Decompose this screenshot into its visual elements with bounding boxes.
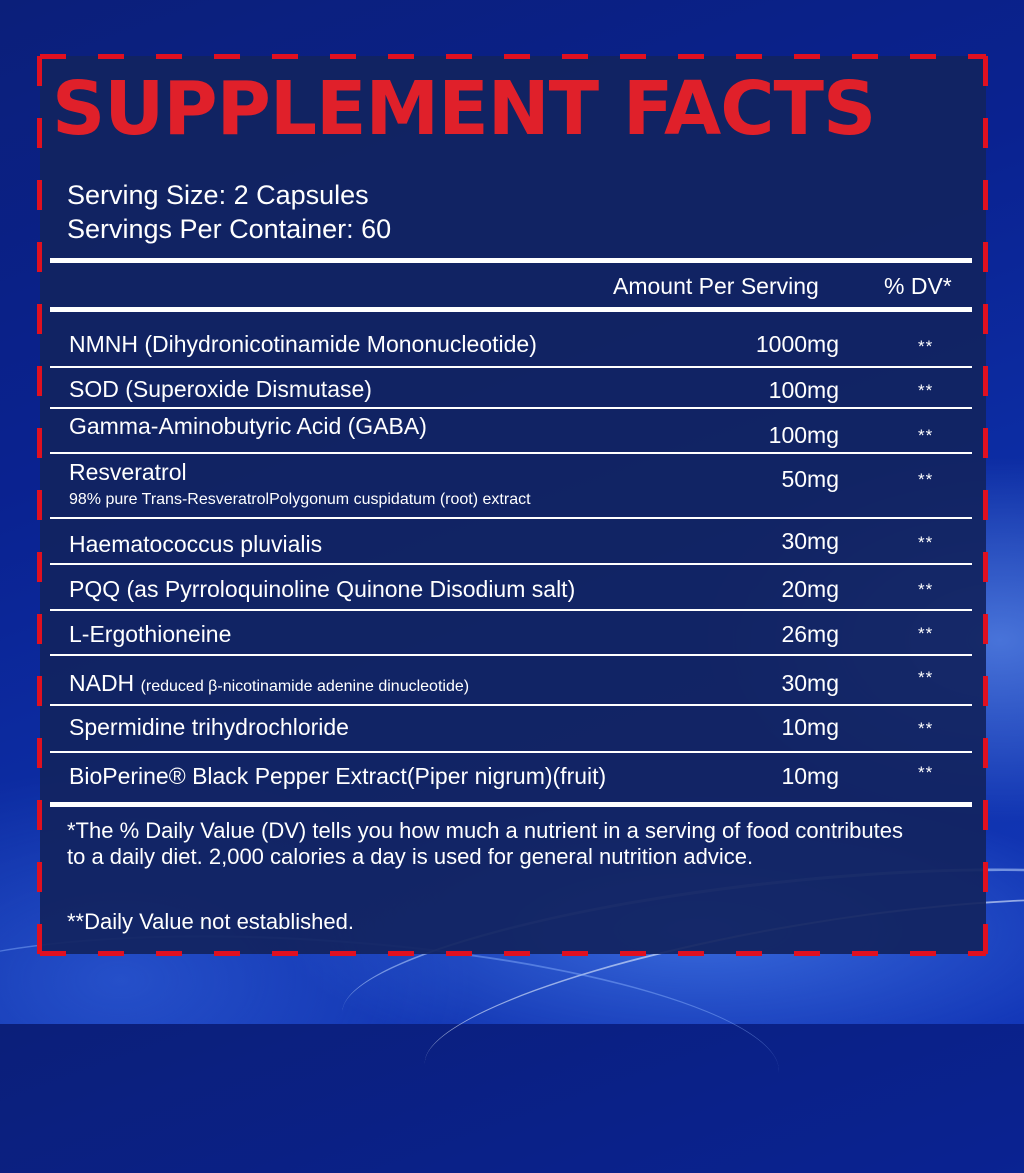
- dashed-border-left: [37, 56, 42, 954]
- amount-header: Amount Per Serving: [613, 273, 819, 299]
- serving-size: Serving Size: 2 Capsules: [67, 180, 369, 210]
- ingredient-dv: **: [918, 381, 934, 400]
- divider: [50, 258, 972, 263]
- ingredient-name: Resveratrol: [69, 459, 187, 485]
- ingredient-dv: **: [918, 470, 934, 489]
- row-divider: [50, 366, 972, 368]
- ingredient-subtext: 98% pure Trans-ResveratrolPolygonum cusp…: [69, 491, 531, 508]
- row-divider: [50, 563, 972, 565]
- row-divider: [50, 609, 972, 611]
- dashed-border-top: [40, 54, 986, 59]
- ingredient-name: NMNH (Dihydronicotinamide Mononucleotide…: [69, 331, 537, 357]
- dashed-border-right: [983, 56, 988, 954]
- dv-footnote: *The % Daily Value (DV) tells you how mu…: [67, 818, 903, 869]
- ingredient-dv: **: [918, 763, 934, 782]
- page-title: SUPPLEMENT FACTS: [52, 66, 876, 152]
- ingredient-name: SOD (Superoxide Dismutase): [69, 376, 372, 402]
- ingredient-name-main: NADH: [69, 670, 135, 696]
- row-divider: [50, 517, 972, 519]
- ingredient-name: L-Ergothioneine: [69, 621, 232, 647]
- dv-header: % DV*: [884, 273, 952, 299]
- ingredient-amount: 50mg: [781, 466, 839, 492]
- row-divider: [50, 704, 972, 706]
- divider: [50, 802, 972, 807]
- ingredient-name-note: (reduced β-nicotinamide adenine dinucleo…: [140, 678, 470, 695]
- ingredient-amount: 10mg: [781, 714, 839, 740]
- ingredient-name: Spermidine trihydrochloride: [69, 714, 349, 740]
- ingredient-amount: 26mg: [781, 621, 839, 647]
- row-divider: [50, 654, 972, 656]
- ingredient-amount: 30mg: [781, 670, 839, 696]
- divider: [50, 307, 972, 312]
- ingredient-dv: **: [918, 426, 934, 445]
- ingredient-dv: **: [918, 533, 934, 552]
- ingredient-amount: 10mg: [781, 763, 839, 789]
- row-divider: [50, 407, 972, 409]
- ingredient-name: Gamma-Aminobutyric Acid (GABA): [69, 413, 427, 439]
- ingredient-dv: **: [918, 337, 934, 356]
- ingredient-amount: 30mg: [781, 528, 839, 554]
- dashed-border-bottom: [40, 951, 986, 956]
- ingredient-name: NADH (reduced β-nicotinamide adenine din…: [69, 670, 469, 697]
- ingredient-amount: 100mg: [768, 422, 839, 448]
- ingredient-name: BioPerine® Black Pepper Extract(Piper ni…: [69, 763, 607, 789]
- ingredient-dv: **: [918, 719, 934, 738]
- ingredient-name: Haematococcus pluvialis: [69, 531, 323, 557]
- row-divider: [50, 452, 972, 454]
- ingredient-amount: 20mg: [781, 576, 839, 602]
- ingredient-dv: **: [918, 580, 934, 599]
- servings-per-container: Servings Per Container: 60: [67, 214, 392, 244]
- dv-not-established: **Daily Value not established.: [67, 909, 354, 934]
- ingredient-name: PQQ (as Pyrroloquinoline Quinone Disodiu…: [69, 576, 576, 602]
- row-divider: [50, 751, 972, 753]
- ingredient-dv: **: [918, 668, 934, 687]
- ingredient-dv: **: [918, 624, 934, 643]
- ingredient-amount: 1000mg: [755, 331, 839, 357]
- ingredient-amount: 100mg: [768, 377, 839, 403]
